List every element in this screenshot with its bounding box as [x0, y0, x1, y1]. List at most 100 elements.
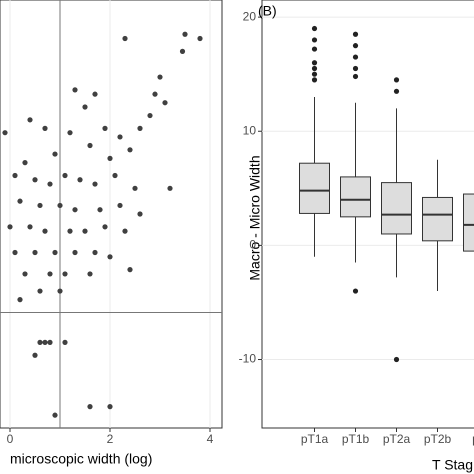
point — [72, 87, 78, 93]
point — [182, 31, 188, 37]
point — [17, 198, 23, 204]
y-tick-label: 20 — [243, 9, 257, 23]
point — [42, 228, 48, 234]
point — [62, 339, 68, 345]
point — [87, 271, 93, 277]
point — [52, 249, 58, 256]
x-tick-label: 2 — [107, 432, 114, 446]
point — [122, 228, 128, 234]
outlier — [311, 65, 318, 72]
outlier — [311, 46, 318, 52]
point — [37, 339, 43, 345]
x-tick-label: 4 — [207, 432, 214, 446]
point — [47, 271, 53, 277]
point — [117, 202, 123, 209]
point — [197, 35, 203, 42]
point — [167, 185, 173, 191]
panel — [0, 0, 223, 429]
point — [102, 125, 108, 131]
outlier — [393, 356, 400, 363]
point — [82, 104, 88, 110]
point — [92, 249, 98, 256]
outlier — [311, 77, 318, 83]
x-axis-label: microscopic width (log) — [10, 451, 152, 467]
panel-label: (B) — [258, 3, 277, 19]
point — [57, 288, 63, 294]
x-axis-label: T Stag — [432, 457, 473, 473]
point — [87, 404, 93, 410]
point — [42, 339, 48, 345]
outlier — [393, 88, 400, 94]
point — [162, 100, 168, 106]
point — [72, 249, 78, 256]
point — [12, 172, 18, 179]
point — [127, 147, 133, 153]
point — [62, 172, 68, 179]
point — [92, 91, 98, 97]
outlier — [352, 73, 359, 80]
point — [67, 130, 73, 136]
point — [57, 202, 63, 209]
point — [7, 224, 13, 230]
y-tick-label: 10 — [243, 123, 257, 137]
box — [422, 196, 453, 242]
y-tick-label: -10 — [239, 352, 257, 366]
x-tick-label: 0 — [7, 432, 14, 446]
point — [132, 185, 138, 191]
point — [117, 134, 123, 140]
outlier — [393, 77, 400, 83]
point — [137, 211, 143, 217]
point — [62, 271, 68, 277]
point — [157, 74, 163, 80]
y-axis-label: Macro - Micro Width — [247, 155, 263, 280]
outlier — [352, 288, 359, 294]
outlier — [311, 37, 318, 43]
outlier — [352, 54, 359, 60]
point — [12, 249, 18, 256]
point — [92, 181, 98, 187]
point — [179, 48, 186, 54]
point — [97, 207, 103, 213]
x-tick-label: pT1a — [301, 432, 329, 446]
point — [112, 172, 118, 179]
point — [107, 404, 113, 410]
x-tick-label: pT2b — [424, 432, 452, 446]
point — [52, 151, 58, 157]
point — [127, 267, 133, 273]
point — [27, 117, 33, 123]
x-tick-label: pT2a — [383, 432, 411, 446]
point — [22, 271, 28, 277]
point — [147, 112, 153, 119]
point — [17, 297, 23, 303]
x-tick-label: pc — [472, 432, 474, 446]
outlier — [352, 65, 359, 72]
point — [52, 412, 58, 418]
point — [37, 202, 43, 209]
point — [72, 207, 78, 213]
point — [2, 130, 8, 136]
point — [77, 177, 83, 183]
box — [381, 182, 412, 235]
outlier — [311, 60, 318, 66]
outlier — [352, 43, 359, 49]
point — [107, 155, 113, 161]
point — [152, 91, 158, 97]
point — [32, 249, 38, 256]
point — [42, 125, 48, 131]
point — [107, 254, 113, 260]
outlier — [352, 31, 359, 37]
point — [82, 228, 88, 234]
point — [67, 228, 73, 234]
point — [47, 181, 53, 187]
box — [340, 176, 371, 218]
point — [32, 352, 38, 358]
outlier — [311, 25, 318, 32]
y-tick-label: 0 — [249, 238, 256, 252]
point — [27, 224, 33, 230]
point — [47, 339, 53, 345]
point — [122, 35, 128, 42]
box — [463, 193, 474, 252]
point — [32, 177, 38, 183]
